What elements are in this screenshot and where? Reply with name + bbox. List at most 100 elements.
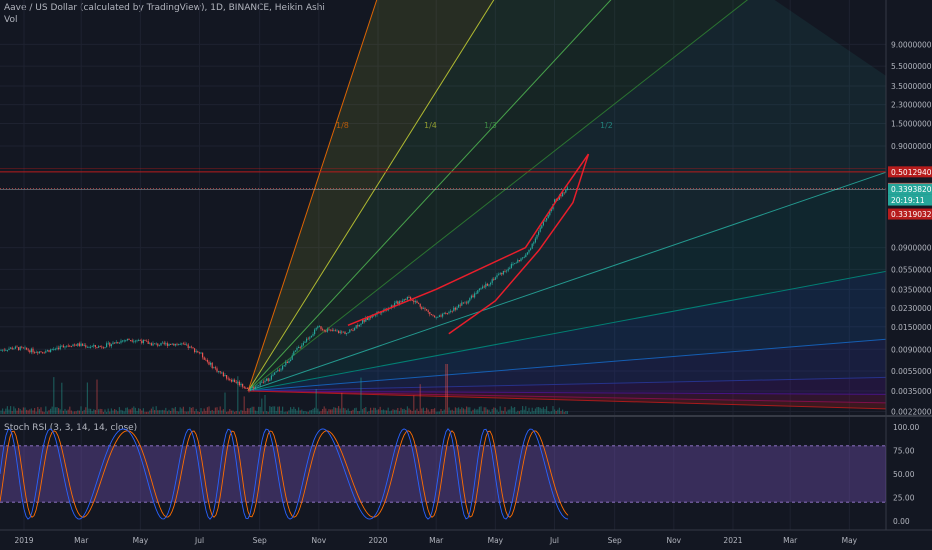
fan-line — [248, 390, 886, 410]
candle-body — [110, 344, 112, 347]
candle-body — [296, 348, 298, 351]
volume-bar — [51, 406, 53, 414]
time-tick-label: Nov — [312, 536, 327, 545]
price-tags: 0.501294020.344486420.3393820320:19:110.… — [888, 166, 932, 220]
volume-bar — [314, 407, 316, 414]
volume-bar — [514, 407, 516, 414]
volume-bar — [312, 408, 314, 414]
candle-body — [168, 344, 170, 346]
chart-title: Aave / US Dollar (calculated by TradingV… — [4, 3, 325, 13]
candle-body — [317, 326, 319, 328]
candle-body — [563, 192, 565, 194]
volume-bar — [27, 410, 29, 414]
candle-body — [451, 310, 453, 312]
volume-bar — [523, 409, 525, 414]
candle-body — [26, 347, 28, 350]
fan-line — [247, 0, 612, 392]
candle-body — [515, 262, 517, 264]
candle-body — [74, 344, 76, 346]
time-axis[interactable]: 2019 Mar May Jul Sep Nov 2020 Mar May Jul Sep Nov 20… — [14, 536, 857, 545]
volume-bar — [306, 411, 308, 414]
volume-bar — [125, 407, 127, 414]
volume-bar — [515, 411, 517, 414]
candle-body — [72, 344, 74, 347]
candle-body — [171, 343, 173, 345]
horizontal-levels[interactable] — [0, 168, 886, 190]
volume-bar — [432, 408, 434, 414]
time-tick-label: Sep — [608, 536, 622, 545]
rising-wedge-pattern[interactable] — [347, 153, 590, 335]
volume-bar — [342, 407, 344, 414]
volume-bar — [421, 408, 423, 414]
volume-bar — [170, 410, 172, 414]
candle-body — [485, 283, 487, 288]
candle-body — [166, 343, 168, 346]
volume-bar — [136, 410, 138, 414]
volume-bar — [277, 406, 279, 414]
candle-body — [469, 298, 471, 301]
candle-body — [278, 369, 280, 371]
stoch-k-line — [0, 428, 569, 520]
price-axis[interactable]: 9.00000000 5.50000000 3.50000000 2.30000000… — [891, 40, 932, 416]
volume-bar — [494, 407, 496, 414]
candle-body — [554, 199, 556, 204]
volume-bar — [171, 407, 173, 414]
volume-bar — [112, 410, 114, 414]
volume-bar — [422, 407, 424, 414]
volume-bar — [466, 406, 468, 414]
candle-body — [243, 386, 245, 388]
volume-bar — [381, 410, 383, 414]
fan-wedge — [248, 339, 886, 391]
volume-bar — [181, 408, 183, 414]
candle-body — [229, 378, 231, 380]
volume-bar — [501, 410, 503, 414]
candle-body — [413, 300, 415, 303]
candle-body — [219, 371, 221, 373]
price-tag-text: 0.33938203 — [891, 185, 932, 194]
candle-body — [43, 352, 45, 354]
volume-bar — [150, 408, 152, 414]
price-tag-bg — [888, 166, 932, 178]
time-tick-label: Jul — [194, 536, 204, 545]
candle-body — [90, 346, 92, 348]
candle-body — [197, 351, 199, 353]
volume-bar — [205, 410, 207, 414]
volume-bar — [272, 406, 274, 414]
candle-body — [499, 272, 501, 275]
candle-body — [312, 334, 314, 336]
candle-body — [19, 346, 21, 350]
candle-body — [371, 314, 373, 318]
volume-bar — [294, 408, 296, 414]
volume-bar — [258, 406, 260, 414]
candle-body — [565, 189, 567, 193]
candle-body — [445, 312, 447, 314]
candle-body — [240, 383, 242, 386]
volume-bar — [291, 409, 293, 414]
candle-body — [14, 346, 16, 349]
candle-body — [286, 361, 288, 363]
volume-bar — [458, 407, 460, 414]
candle-body — [102, 347, 104, 349]
volume-bar — [126, 407, 128, 414]
price-tick-label: 1.50000000 — [891, 119, 932, 128]
candle-body — [235, 382, 237, 383]
volume-bar — [387, 407, 389, 414]
volume-bar — [378, 409, 380, 414]
price-tag-bg — [888, 208, 932, 220]
candle-body — [34, 352, 36, 354]
candle-body — [123, 340, 125, 342]
candle-body — [21, 346, 23, 348]
indicator-tick-label: 75.00 — [893, 447, 915, 456]
candle-body — [483, 286, 485, 288]
price-tick-label: 0.00550000 — [891, 367, 932, 376]
volume-bar — [102, 411, 104, 414]
candle-body — [24, 347, 26, 349]
candle-body — [262, 381, 264, 383]
volume-bars — [0, 364, 568, 414]
candle-body — [282, 365, 284, 370]
gann-fan[interactable] — [247, 0, 932, 412]
volume-bar — [282, 406, 284, 414]
candle-body — [170, 344, 172, 345]
fan-labels: 1/8 1/4 1/3 1/2 — [336, 121, 613, 130]
